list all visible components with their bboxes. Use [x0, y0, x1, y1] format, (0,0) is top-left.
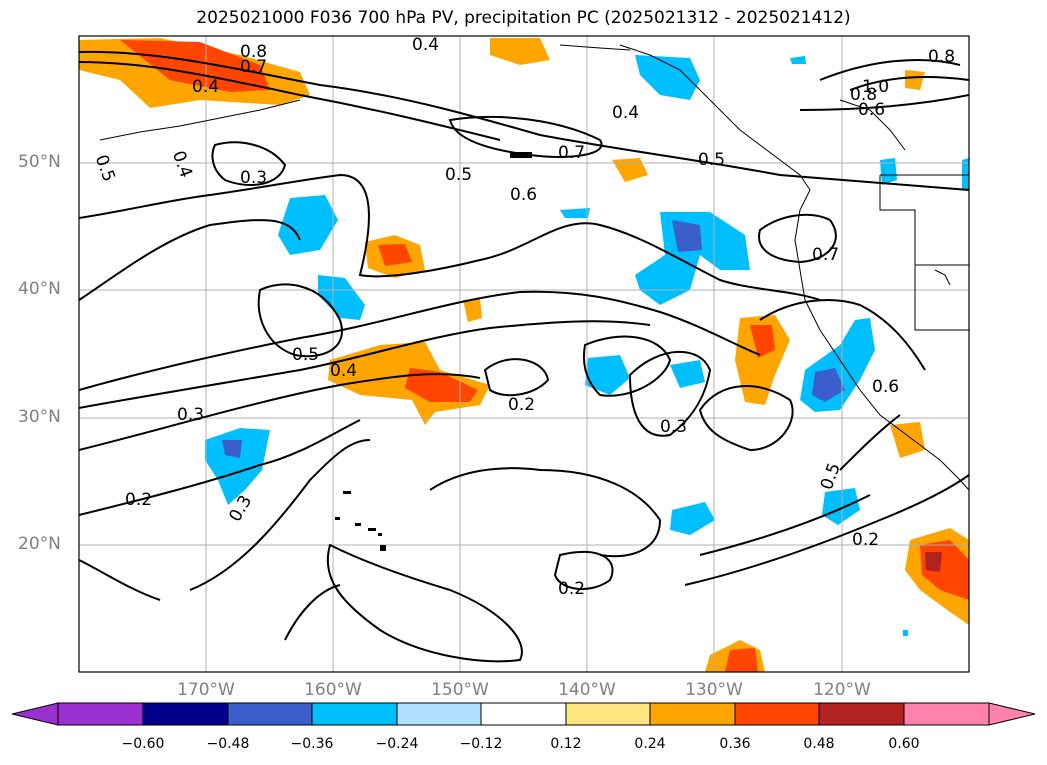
colorbar-tick-label: 0.48 — [803, 736, 835, 752]
colorbar-tick-label: −0.48 — [206, 736, 250, 752]
contour-label: 0.8 — [240, 42, 267, 62]
map-title: 2025021000 F036 700 hPa PV, precipitatio… — [196, 8, 851, 28]
contour-label: 0.8 — [850, 85, 877, 105]
islands — [335, 152, 532, 551]
coastlines — [99, 44, 969, 491]
colorbar-tick-label: 0.12 — [550, 736, 582, 752]
contour-label: 0.2 — [558, 579, 585, 599]
contour-label: 0.2 — [125, 490, 152, 510]
contour-label: 0.7 — [240, 57, 267, 77]
contour-label: 0.6 — [510, 185, 537, 205]
colorbar-tick-label: 0.36 — [719, 736, 751, 752]
colorbar — [11, 702, 1036, 726]
contour-label: 0.3 — [660, 417, 687, 437]
contour-label: 0.2 — [852, 530, 879, 550]
colorbar-tick-label: −0.12 — [459, 736, 503, 752]
precip-positive-shading — [79, 38, 969, 672]
contour-label: 0.5 — [445, 165, 472, 185]
graticule — [79, 36, 969, 672]
lon-label: 170°W — [177, 680, 235, 700]
colorbar-tick-label: 0.24 — [634, 736, 666, 752]
contour-label: 0.5 — [292, 345, 319, 365]
colorbar-tick-label: 0.60 — [888, 736, 920, 752]
lat-label: 30°N — [18, 407, 61, 427]
pv-contours — [79, 50, 969, 663]
lon-label: 160°W — [304, 680, 362, 700]
precip-negative-shading — [205, 55, 969, 636]
contour-label: 0.3 — [177, 405, 204, 425]
lat-label: 20°N — [18, 534, 61, 554]
contour-label: 0.6 — [872, 377, 899, 397]
contour-label: 0.4 — [192, 77, 219, 97]
contour-label: 1.0 — [862, 77, 889, 97]
lon-label: 140°W — [558, 680, 616, 700]
contour-label: 0.7 — [812, 245, 839, 265]
lon-label: 150°W — [431, 680, 489, 700]
lat-label: 40°N — [18, 279, 61, 299]
contour-label: 0.6 — [858, 100, 885, 120]
colorbar-tick-label: −0.36 — [290, 736, 334, 752]
contour-label: 0.4 — [612, 103, 639, 123]
map-frame — [78, 35, 970, 673]
contour-label: 0.8 — [928, 47, 955, 67]
lat-label: 50°N — [18, 152, 61, 172]
lon-label: 130°W — [685, 680, 743, 700]
contour-label: 0.5 — [698, 150, 725, 170]
colorbar-tick-label: −0.24 — [375, 736, 419, 752]
contour-label: 0.4 — [330, 361, 357, 381]
colorbar-tick-label: −0.60 — [121, 736, 165, 752]
lon-label: 120°W — [813, 680, 871, 700]
contour-label: 0.4 — [412, 35, 439, 55]
contour-label: 0.3 — [240, 168, 267, 188]
contour-label: 0.7 — [558, 143, 585, 163]
contour-label: 0.2 — [508, 395, 535, 415]
